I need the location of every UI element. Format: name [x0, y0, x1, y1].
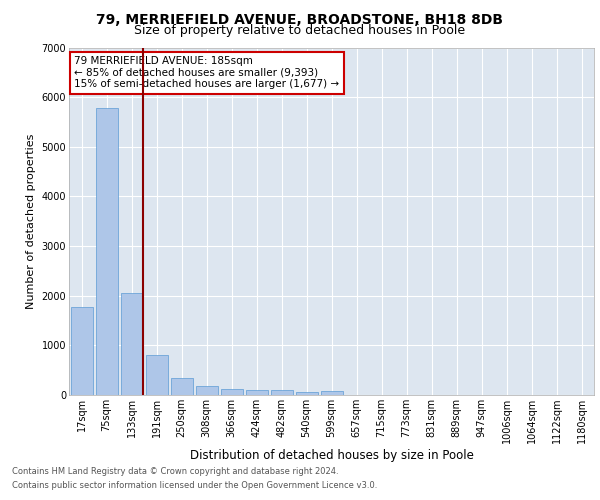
Bar: [221, 390, 242, 395]
Text: 79, MERRIEFIELD AVENUE, BROADSTONE, BH18 8DB: 79, MERRIEFIELD AVENUE, BROADSTONE, BH18…: [97, 12, 503, 26]
Y-axis label: Number of detached properties: Number of detached properties: [26, 134, 36, 309]
Bar: [296, 392, 317, 395]
Bar: [170, 378, 193, 395]
Bar: [71, 306, 92, 395]
Bar: [320, 391, 343, 395]
Bar: [271, 390, 293, 395]
Bar: [121, 292, 143, 395]
Text: Contains public sector information licensed under the Open Government Licence v3: Contains public sector information licen…: [12, 481, 377, 490]
X-axis label: Distribution of detached houses by size in Poole: Distribution of detached houses by size …: [190, 449, 473, 462]
Bar: [146, 356, 167, 395]
Bar: [245, 390, 268, 395]
Text: 79 MERRIEFIELD AVENUE: 185sqm
← 85% of detached houses are smaller (9,393)
15% o: 79 MERRIEFIELD AVENUE: 185sqm ← 85% of d…: [74, 56, 340, 90]
Text: Size of property relative to detached houses in Poole: Size of property relative to detached ho…: [134, 24, 466, 37]
Bar: [95, 108, 118, 395]
Bar: [196, 386, 218, 395]
Text: Contains HM Land Registry data © Crown copyright and database right 2024.: Contains HM Land Registry data © Crown c…: [12, 467, 338, 476]
